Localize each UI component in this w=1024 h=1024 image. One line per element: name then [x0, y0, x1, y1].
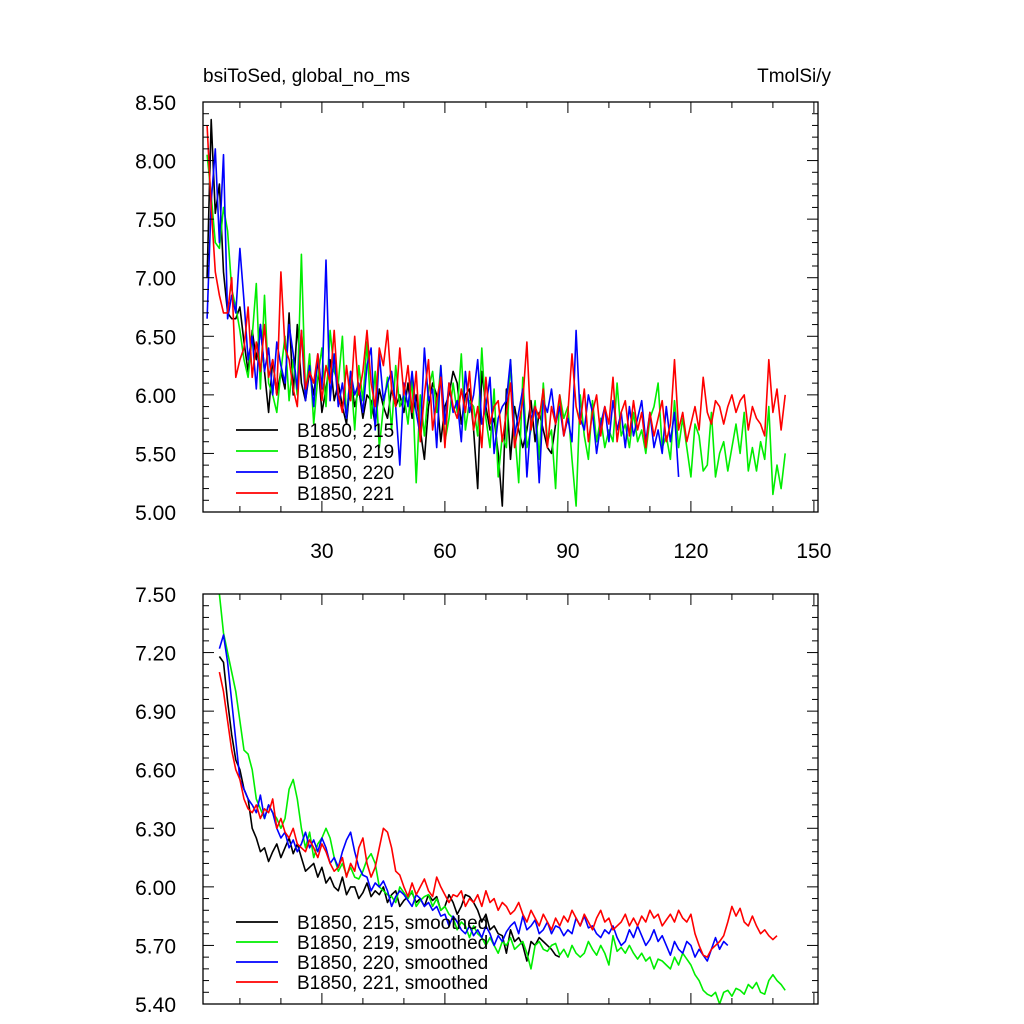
y-tick-label: 8.50 [135, 92, 176, 115]
y-tick-label: 6.50 [135, 326, 176, 349]
legend-label: B1850, 219 [297, 442, 394, 463]
y-tick-label: 7.50 [135, 209, 176, 232]
x-tick-label: 120 [673, 540, 708, 563]
legend-label: B1850, 219, smoothed [297, 933, 488, 954]
legend-label: B1850, 215 [297, 421, 394, 442]
legend-label: B1850, 215, smoothed [297, 913, 488, 934]
legend-label: B1850, 221 [297, 484, 394, 505]
x-tick-label: 150 [796, 540, 831, 563]
series-line-3 [206, 148, 680, 484]
y-tick-label: 5.70 [135, 935, 176, 958]
y-tick-label: 8.00 [135, 151, 176, 174]
y-tick-label: 5.00 [135, 502, 176, 525]
y-tick-label: 5.50 [135, 443, 176, 466]
x-tick-label: 90 [556, 540, 579, 563]
y-tick-label: 7.20 [135, 643, 176, 666]
chart-title: bsiToSed, global_no_ms [203, 66, 410, 87]
y-tick-label: 6.60 [135, 760, 176, 783]
legend-label: B1850, 220 [297, 463, 394, 484]
y-tick-label: 5.40 [135, 994, 176, 1017]
units-label: TmolSi/y [757, 66, 831, 87]
y-tick-label: 7.00 [135, 268, 176, 291]
y-tick-label: 6.90 [135, 701, 176, 724]
legend-label: B1850, 220, smoothed [297, 953, 488, 974]
series-line-3 [218, 634, 729, 962]
y-tick-label: 7.50 [135, 584, 176, 607]
y-tick-label: 6.30 [135, 818, 176, 841]
series-line-4 [218, 671, 778, 958]
y-tick-label: 6.00 [135, 877, 176, 900]
y-tick-label: 6.00 [135, 385, 176, 408]
legend-label: B1850, 221, smoothed [297, 973, 488, 994]
series-line-2 [206, 154, 786, 507]
panel-bottom: 5.40 5.70 6.00 6.30 6.60 6.90 7.20 7.50 B1850, 2… [135, 584, 819, 1017]
plot-frame [202, 593, 819, 1005]
x-tick-label: 60 [433, 540, 456, 563]
x-tick-label: 30 [310, 540, 333, 563]
panel-top: 5.00 5.50 6.00 6.50 7.00 7.50 8.00 8.50 30 60 90 12… [135, 92, 831, 563]
series-line-4 [206, 125, 786, 449]
plot-frame [202, 101, 819, 513]
